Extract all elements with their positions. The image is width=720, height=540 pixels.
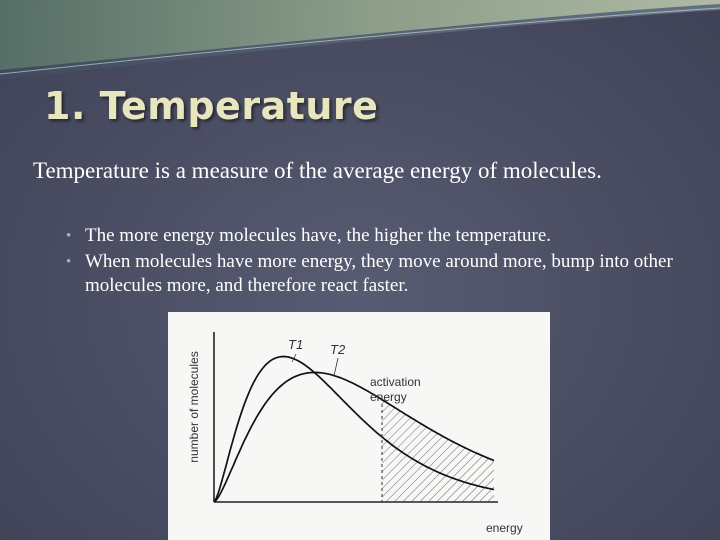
bullet-dot-icon: • [66,228,72,244]
t2-leader-line [333,357,339,377]
bullet-item: • When molecules have more energy, they … [66,250,706,298]
activation-energy-label: activation energy [370,375,424,404]
energy-distribution-chart: number of molecules energy T1 T2 activat… [187,332,523,535]
activation-energy-word-1: activation [370,375,421,389]
activation-energy-word-2: energy [370,390,407,404]
series-label-t2: T2 [330,342,346,357]
lead-paragraph: Temperature is a measure of the average … [33,158,602,183]
activation-energy-shaded-region [382,399,494,502]
x-axis-label: energy [486,521,523,535]
series-label-t1-text: T1 [288,337,303,352]
series-line-t1 [213,355,495,503]
bullet-text: The more energy molecules have, the high… [85,225,552,246]
series-label-t2-text: T2 [330,342,346,357]
bullet-text: When molecules have more energy, they mo… [85,251,673,296]
energy-distribution-figure: number of molecules energy T1 T2 activat… [168,312,550,540]
slide-title: 1. Temperature [44,84,379,128]
y-axis-label: number of molecules [187,351,201,462]
series-label-t1: T1 [288,337,303,352]
bullet-item: • The more energy molecules have, the hi… [66,224,706,248]
bullet-list: • The more energy molecules have, the hi… [66,224,706,300]
bullet-dot-icon: • [66,254,72,270]
series-line-t2 [213,371,495,503]
decorative-swoosh [0,0,720,80]
t1-leader-line [291,353,297,363]
plot-area [213,332,498,503]
